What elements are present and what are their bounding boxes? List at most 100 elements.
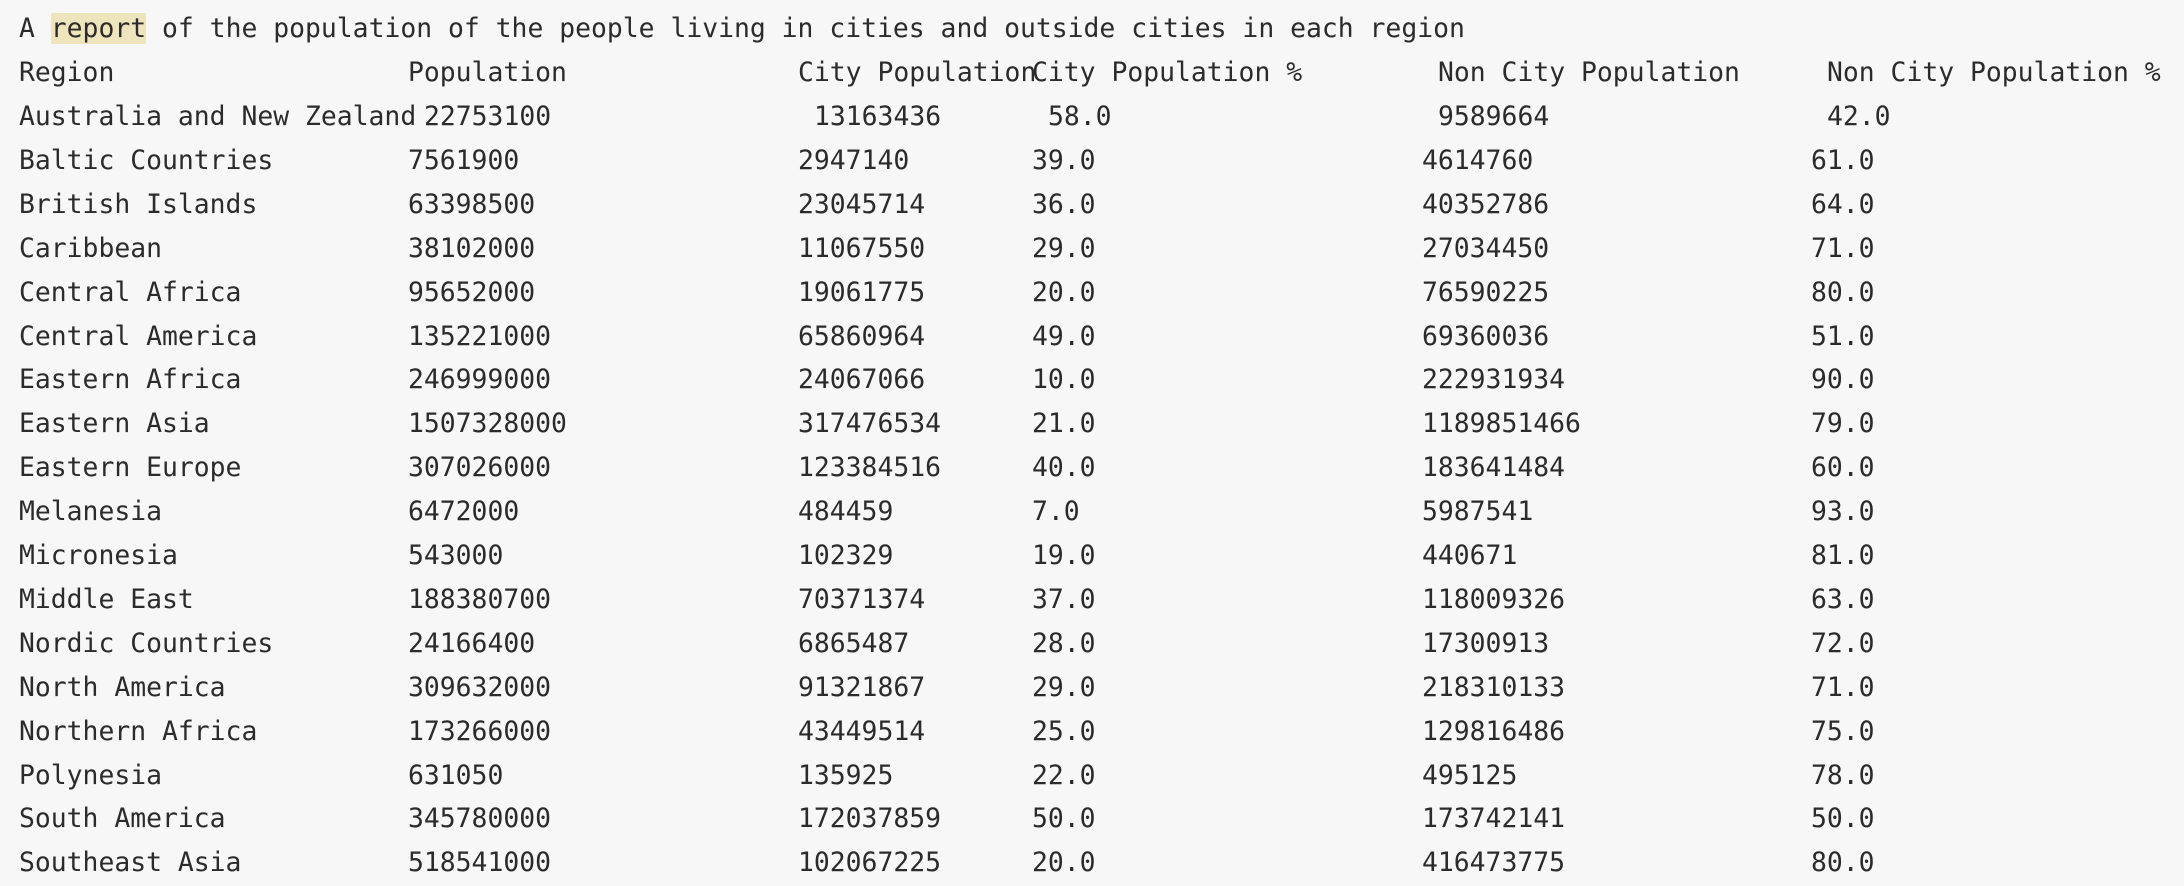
cell-population: 543000 <box>408 540 504 571</box>
cell-region: Micronesia <box>19 540 178 571</box>
table-row: Southeast Asia 518541000 102067225 20.0 4164… <box>19 841 2184 885</box>
cell-city-population-pct: 28.0 <box>1032 627 1096 659</box>
cell-non-city-population-pct: 71.0 <box>1811 232 1875 264</box>
header-non-city-population-pct: Non City Population % <box>1827 57 2161 88</box>
cell-non-city-population-pct: 63.0 <box>1811 583 1875 615</box>
cell-region: Southeast Asia <box>19 847 242 879</box>
cell-city-population-pct: 50.0 <box>1032 803 1096 835</box>
cell-city-population-pct: 36.0 <box>1032 188 1096 220</box>
cell-city-population-pct: 49.0 <box>1032 320 1096 352</box>
cell-non-city-population-pct: 60.0 <box>1811 452 1875 484</box>
cell-region: Caribbean <box>19 232 162 264</box>
cell-city-population-pct: 21.0 <box>1032 408 1096 440</box>
cell-non-city-population-pct: 75.0 <box>1811 715 1875 747</box>
cell-city-population: 23045714 <box>798 188 926 220</box>
cell-population: 24166400 <box>408 627 536 659</box>
cell-population: 345780000 <box>408 803 551 835</box>
cell-non-city-population-pct: 93.0 <box>1811 496 1875 528</box>
table-row: Northern Africa 173266000 43449514 25.0 1298… <box>19 710 2184 754</box>
cell-population: 63398500 <box>408 188 536 220</box>
cell-non-city-population: 5987541 <box>1422 496 1534 528</box>
table-row: South America 345780000 172037859 50.0 17374… <box>19 797 2184 841</box>
search-highlight: report <box>50 13 147 44</box>
cell-region: British Islands <box>19 188 258 220</box>
cell-city-population: 172037859 <box>798 803 941 835</box>
cell-region: Nordic Countries <box>19 627 274 659</box>
cell-non-city-population: 222931934 <box>1422 364 1565 396</box>
table-row: Caribbean 38102000 11067550 29.0 27034450 71.… <box>19 227 2184 271</box>
cell-city-population-pct: 20.0 <box>1032 276 1096 308</box>
header-population: Population <box>408 57 567 88</box>
cell-non-city-population-pct: 71.0 <box>1811 671 1875 703</box>
cell-city-population: 484459 <box>798 496 894 528</box>
cell-city-population: 13163436 <box>814 101 942 132</box>
cell-population: 518541000 <box>408 847 551 879</box>
cell-city-population: 2947140 <box>798 144 910 176</box>
cell-non-city-population-pct: 51.0 <box>1811 320 1875 352</box>
cell-region: Northern Africa <box>19 715 258 747</box>
cell-city-population: 11067550 <box>798 232 926 264</box>
cell-city-population-pct: 58.0 <box>1048 101 1112 132</box>
cell-region: Eastern Asia <box>19 408 210 440</box>
table-row: North America 309632000 91321867 29.0 218310… <box>19 666 2184 710</box>
cell-city-population-pct: 20.0 <box>1032 847 1096 879</box>
table-row: Baltic Countries 7561900 2947140 39.0 461476… <box>19 139 2184 183</box>
cell-city-population: 102067225 <box>798 847 941 879</box>
cell-non-city-population: 69360036 <box>1422 320 1550 352</box>
cell-population: 135221000 <box>408 320 551 352</box>
cell-non-city-population: 40352786 <box>1422 188 1550 220</box>
cell-population: 307026000 <box>408 452 551 484</box>
cell-non-city-population: 1189851466 <box>1422 408 1581 440</box>
cell-region: South America <box>19 803 226 835</box>
cell-city-population: 43449514 <box>798 715 926 747</box>
cell-population: 173266000 <box>408 715 551 747</box>
cell-region: Baltic Countries <box>19 144 274 176</box>
cell-city-population-pct: 29.0 <box>1032 671 1096 703</box>
cell-non-city-population-pct: 64.0 <box>1811 188 1875 220</box>
cell-city-population: 70371374 <box>798 583 926 615</box>
cell-non-city-population-pct: 72.0 <box>1811 627 1875 659</box>
table-row: Nordic Countries 24166400 6865487 28.0 17300… <box>19 622 2184 666</box>
report-title-suffix: of the population of the people living i… <box>146 13 1465 44</box>
cell-population: 309632000 <box>408 671 551 703</box>
table-row: Central America 135221000 65860964 49.0 6936… <box>19 315 2184 359</box>
cell-non-city-population: 4614760 <box>1422 144 1534 176</box>
table-header: Region Population City Population City P… <box>19 51 2184 95</box>
header-non-city-population: Non City Population <box>1438 57 1740 88</box>
cell-non-city-population-pct: 50.0 <box>1811 803 1875 835</box>
cell-city-population: 102329 <box>798 540 894 571</box>
table-row: Eastern Asia 1507328000 317476534 21.0 11898… <box>19 402 2184 446</box>
cell-non-city-population: 9589664 <box>1438 101 1550 132</box>
cell-population: 631050 <box>408 759 504 791</box>
cell-city-population-pct: 25.0 <box>1032 715 1096 747</box>
table-row: Melanesia 6472000 484459 7.0 5987541 93.0 <box>19 490 2184 534</box>
cell-city-population-pct: 22.0 <box>1032 759 1096 791</box>
cell-non-city-population: 17300913 <box>1422 627 1550 659</box>
header-city-population: City Population <box>798 57 1037 88</box>
cell-region: Eastern Europe <box>19 452 242 484</box>
cell-city-population: 19061775 <box>798 276 926 308</box>
cell-city-population: 317476534 <box>798 408 941 440</box>
cell-city-population: 123384516 <box>798 452 941 484</box>
table-row: Middle East 188380700 70371374 37.0 11800932… <box>19 578 2184 622</box>
cell-population: 6472000 <box>408 496 520 528</box>
cell-population: 22753100 <box>424 101 552 132</box>
cell-non-city-population: 440671 <box>1422 540 1518 571</box>
cell-non-city-population-pct: 80.0 <box>1811 276 1875 308</box>
cell-region: Middle East <box>19 583 194 615</box>
cell-region: Polynesia <box>19 759 162 791</box>
cell-non-city-population: 218310133 <box>1422 671 1565 703</box>
report-title-prefix: A <box>19 13 51 44</box>
table-row: Australia and New Zealand 22753100 1316343… <box>19 95 2184 139</box>
cell-non-city-population-pct: 79.0 <box>1811 408 1875 440</box>
cell-population: 246999000 <box>408 364 551 396</box>
table-row: Eastern Europe 307026000 123384516 40.0 1836… <box>19 446 2184 490</box>
cell-non-city-population-pct: 90.0 <box>1811 364 1875 396</box>
cell-city-population: 65860964 <box>798 320 926 352</box>
console-output: A report of the population of the people… <box>19 0 2184 886</box>
cell-population: 188380700 <box>408 583 551 615</box>
cell-non-city-population: 495125 <box>1422 759 1518 791</box>
cell-non-city-population: 27034450 <box>1422 232 1550 264</box>
cell-non-city-population-pct: 61.0 <box>1811 144 1875 176</box>
cell-population: 1507328000 <box>408 408 567 440</box>
